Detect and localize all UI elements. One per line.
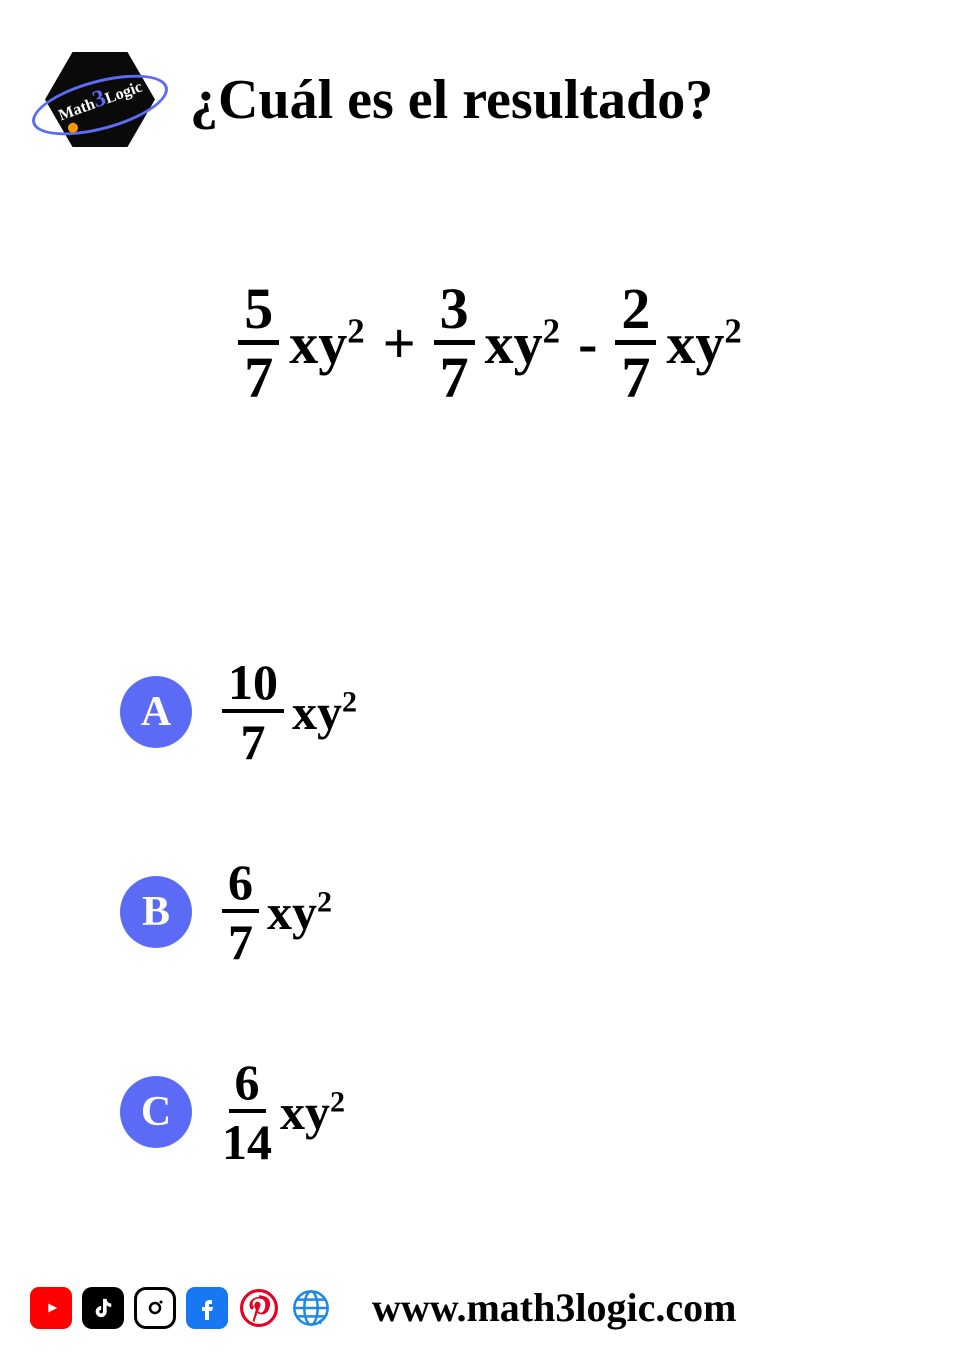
term1-den: 7 (244, 345, 273, 407)
instagram-icon[interactable] (134, 1287, 176, 1329)
ans-a-var: xy (292, 684, 342, 740)
main-expression: 5 7 xy2 + 3 7 xy2 - 2 7 xy2 (0, 280, 980, 407)
web-icon[interactable] (290, 1287, 332, 1329)
logo: Math3Logic (30, 40, 170, 160)
term1-num: 5 (238, 280, 279, 345)
ans-c-num: 6 (229, 1057, 266, 1113)
term2-var: xy (485, 311, 543, 376)
badge-a: A (120, 676, 192, 748)
answer-c[interactable]: C 6 14 xy2 (120, 1057, 980, 1167)
term-2: 3 7 xy2 (434, 280, 560, 407)
ans-c-exp: 2 (330, 1085, 345, 1118)
answers-list: A 10 7 xy2 B 6 7 xy2 C 6 14 xy2 (0, 657, 980, 1167)
ans-a-num: 10 (222, 657, 284, 713)
answer-b[interactable]: B 6 7 xy2 (120, 857, 980, 967)
ans-b-den: 7 (228, 913, 253, 967)
pinterest-icon[interactable] (238, 1287, 280, 1329)
youtube-icon[interactable] (30, 1287, 72, 1329)
op-2: - (578, 310, 597, 377)
term-3: 2 7 xy2 (615, 280, 741, 407)
header: Math3Logic ¿Cuál es el resultado? (0, 0, 980, 160)
ans-a-den: 7 (241, 713, 266, 767)
page-title: ¿Cuál es el resultado? (190, 68, 713, 132)
term1-exp: 2 (347, 312, 364, 351)
term3-var: xy (666, 311, 724, 376)
term3-exp: 2 (724, 312, 741, 351)
term2-den: 7 (440, 345, 469, 407)
footer-url[interactable]: www.math3logic.com (372, 1284, 736, 1331)
op-1: + (383, 310, 416, 377)
ans-b-var: xy (267, 884, 317, 940)
ans-b-exp: 2 (317, 885, 332, 918)
ans-a-exp: 2 (342, 685, 357, 718)
social-icons (30, 1287, 332, 1329)
badge-b: B (120, 876, 192, 948)
term1-var: xy (289, 311, 347, 376)
term-1: 5 7 xy2 (238, 280, 364, 407)
term2-exp: 2 (543, 312, 560, 351)
badge-c: C (120, 1076, 192, 1148)
answer-a[interactable]: A 10 7 xy2 (120, 657, 980, 767)
term2-num: 3 (434, 280, 475, 345)
ans-c-den: 14 (222, 1113, 272, 1167)
term3-num: 2 (615, 280, 656, 345)
facebook-icon[interactable] (186, 1287, 228, 1329)
term3-den: 7 (621, 345, 650, 407)
tiktok-icon[interactable] (82, 1287, 124, 1329)
ans-c-var: xy (280, 1084, 330, 1140)
ans-b-num: 6 (222, 857, 259, 913)
footer: www.math3logic.com (0, 1284, 980, 1331)
